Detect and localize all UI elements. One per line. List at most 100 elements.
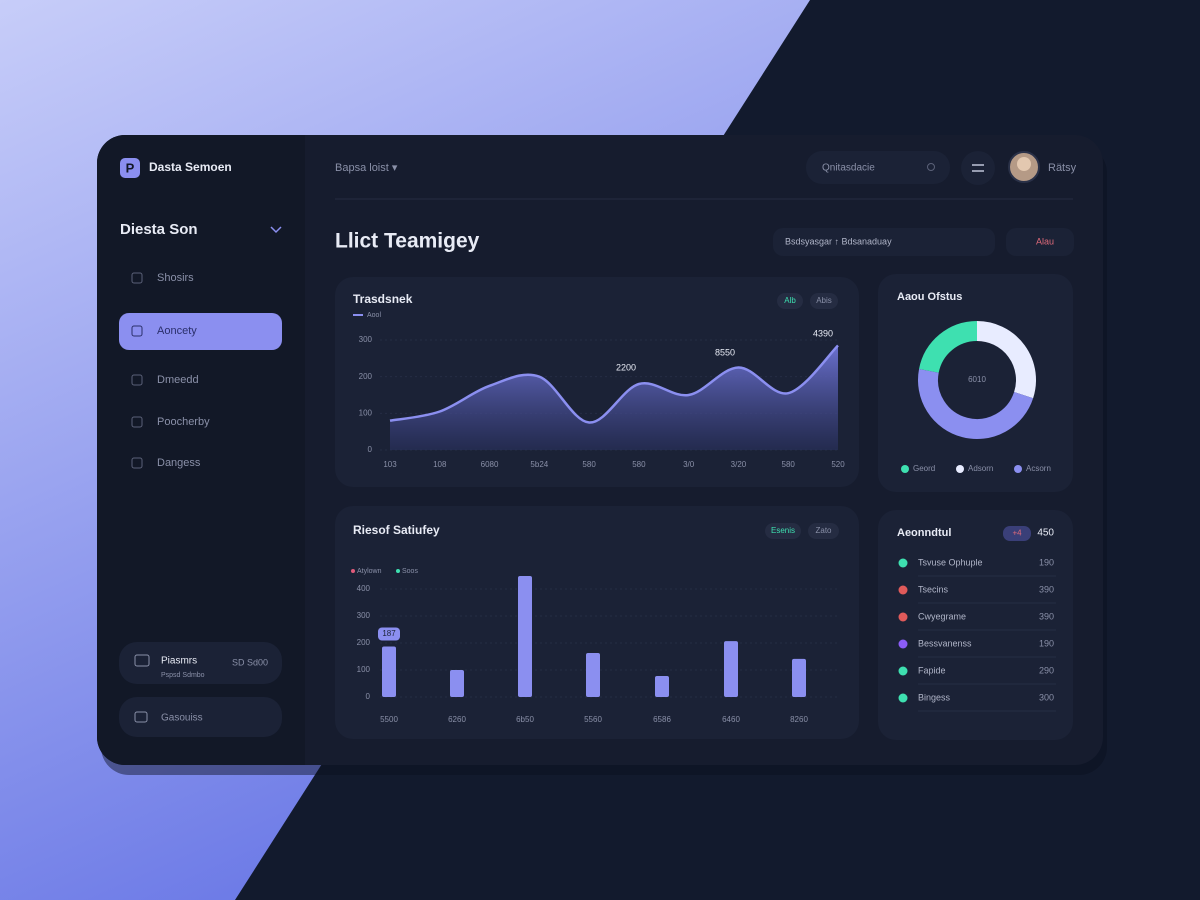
legend-dot — [396, 569, 400, 573]
x-tick-label: 5560 — [584, 715, 602, 724]
promo-subtitle: Pspsd Sdmbo — [161, 672, 205, 679]
list-dot — [898, 693, 908, 703]
x-tick-label: 3/0 — [683, 460, 695, 469]
filter-box[interactable] — [773, 228, 995, 256]
legend-label: Geord — [913, 464, 935, 473]
nav-item[interactable]: Dmeedd — [157, 374, 199, 386]
callout — [378, 627, 400, 641]
toggle[interactable] — [777, 293, 803, 309]
nav-item[interactable]: Dangess — [157, 457, 201, 469]
nav-icon — [131, 416, 143, 428]
legend-label: Soos — [402, 568, 418, 575]
nav-item[interactable]: Aoncety — [157, 325, 197, 337]
menu-button[interactable] — [961, 151, 995, 185]
list-item-name[interactable]: Tsecins — [918, 584, 949, 594]
list-item-name[interactable]: Cwyegrame — [918, 611, 966, 621]
list-item-value: 300 — [1039, 692, 1054, 702]
page-title: Llict Teamigey — [335, 230, 480, 253]
list-dot — [898, 585, 908, 595]
panel — [335, 277, 859, 487]
chevron — [270, 226, 282, 234]
donut-segment — [976, 321, 1036, 399]
toggle[interactable] — [765, 523, 801, 539]
nav-icon — [131, 325, 143, 337]
logo-letter: P — [126, 160, 135, 175]
brand-name: Dasta Semoen — [149, 160, 232, 174]
donut-center: 6010 — [968, 375, 986, 384]
nav-item[interactable]: Poocherby — [157, 416, 210, 428]
promo-title: Piasmrs — [161, 656, 197, 667]
footer-box — [119, 697, 282, 737]
list-item-value: 390 — [1039, 584, 1054, 594]
promo-icon — [134, 654, 150, 667]
y-tick-label: 300 — [357, 611, 371, 620]
list-badge — [1003, 526, 1031, 541]
nav-item[interactable]: Shosirs — [157, 272, 194, 284]
workspace-name[interactable]: Diesta Son — [120, 221, 198, 238]
list-dot — [898, 612, 908, 622]
y-tick-label: 400 — [357, 584, 371, 593]
list-badge-text: +4 — [1012, 529, 1022, 538]
toggle[interactable] — [810, 293, 838, 309]
x-tick-label: 6260 — [448, 715, 466, 724]
panel — [878, 510, 1073, 740]
x-tick-label: 8260 — [790, 715, 808, 724]
search-placeholder: Qnitasdacie — [822, 163, 875, 174]
y-tick-label: 300 — [359, 335, 373, 344]
x-tick-label: 6460 — [722, 715, 740, 724]
legend-dot — [351, 569, 355, 573]
bar — [450, 670, 464, 697]
toggle-label: Abis — [816, 296, 832, 305]
promo-badge[interactable]: SD Sd00 — [232, 657, 268, 667]
search-box[interactable] — [806, 151, 950, 184]
panel — [878, 274, 1073, 492]
nav-active — [119, 313, 282, 350]
nav-icon — [131, 374, 143, 386]
list-item-name[interactable]: Bessvanenss — [918, 638, 972, 648]
annotation: 8550 — [715, 347, 735, 357]
list-title: Aeonndtul — [897, 527, 951, 539]
bar — [518, 576, 532, 697]
bar — [724, 641, 738, 697]
avatar-face — [1017, 157, 1031, 171]
chart-title: Aaou Ofstus — [897, 291, 962, 303]
toggle-label: Esenis — [771, 526, 795, 535]
panel — [335, 506, 859, 739]
list-item-name[interactable]: Tsvuse Ophuple — [918, 557, 983, 567]
list-item-name[interactable]: Bingess — [918, 692, 951, 702]
list-item-value: 290 — [1039, 665, 1054, 675]
list-dot — [898, 558, 908, 568]
y-tick-label: 200 — [359, 372, 373, 381]
nav-icon — [131, 272, 143, 284]
x-tick-label: 580 — [582, 460, 596, 469]
x-tick-label: 5500 — [380, 715, 398, 724]
user-name: Rätsy — [1048, 162, 1077, 174]
promo-box — [119, 642, 282, 684]
y-tick-label: 0 — [368, 445, 373, 454]
action-button[interactable] — [1006, 228, 1074, 256]
legend-label: Aool — [367, 312, 381, 319]
legend-dot — [1014, 465, 1022, 473]
x-tick-label: 108 — [433, 460, 447, 469]
toggle-label: Zato — [815, 526, 832, 535]
bar — [382, 646, 396, 697]
list-dot — [898, 666, 908, 676]
bar — [655, 675, 669, 697]
legend-dot — [956, 465, 964, 473]
list-item-value: 390 — [1039, 611, 1054, 621]
footer-link[interactable]: Gasouiss — [161, 713, 203, 724]
toggle-label: Alb — [784, 296, 796, 305]
y-tick-label: 200 — [357, 638, 371, 647]
list-item-name[interactable]: Fapide — [918, 665, 946, 675]
bar — [586, 652, 600, 697]
x-tick-label: 103 — [383, 460, 397, 469]
breadcrumb[interactable]: Bapsa loist ▾ — [335, 162, 398, 174]
legend-label: Atylown — [357, 568, 382, 575]
x-tick-label: 6b50 — [516, 715, 534, 724]
legend-dot — [901, 465, 909, 473]
chart-title: Trasdsnek — [353, 292, 413, 306]
y-tick-label: 100 — [357, 665, 371, 674]
toggle[interactable] — [808, 523, 839, 539]
